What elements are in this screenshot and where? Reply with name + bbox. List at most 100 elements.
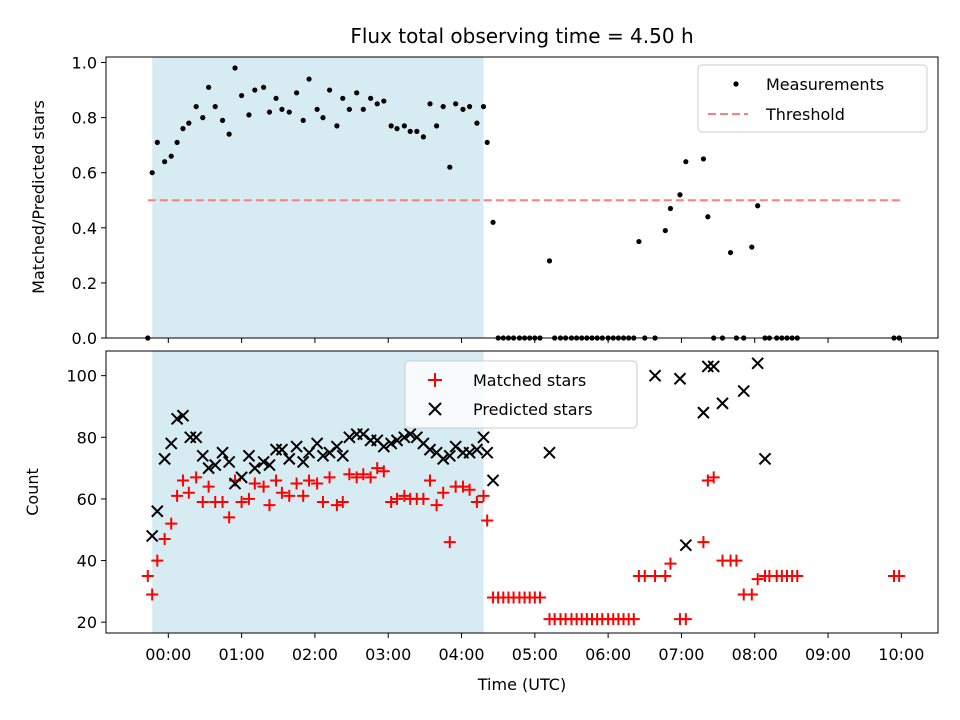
measurement-point xyxy=(662,227,668,234)
matched-star-point xyxy=(357,468,370,481)
x-tick-label: 02:00 xyxy=(292,645,338,664)
predicted-star-point xyxy=(235,471,248,484)
matched-star-point xyxy=(176,474,189,487)
top-legend: Measurements Threshold xyxy=(697,64,928,133)
predicted-star-point xyxy=(543,446,556,459)
matched-star-point xyxy=(664,557,677,570)
matched-star-point xyxy=(202,480,215,493)
top-y-axis-label: Matched/Predicted stars xyxy=(29,100,48,294)
measurement-point xyxy=(340,95,346,101)
matched-star-point xyxy=(343,468,356,481)
top-shaded-span xyxy=(152,57,484,338)
predicted-star-point xyxy=(701,360,715,373)
legend-threshold-label: Threshold xyxy=(765,105,845,124)
x-tick-label: 05:00 xyxy=(512,645,558,664)
predicted-star-point xyxy=(336,449,349,462)
x-tick-label: 04:00 xyxy=(438,645,484,664)
matched-star-point xyxy=(323,471,336,484)
predicted-star-point xyxy=(158,452,171,466)
legend-measurements-label: Measurements xyxy=(766,75,884,94)
predicted-star-point xyxy=(216,446,229,459)
predicted-star-point xyxy=(343,431,356,444)
matched-star-point xyxy=(477,489,490,502)
measurement-point xyxy=(186,120,192,126)
top-x-axis xyxy=(167,338,902,343)
x-tick-label: 00:00 xyxy=(145,645,191,664)
matched-star-point xyxy=(893,569,906,582)
measurement-point xyxy=(326,87,333,93)
predicted-star-point xyxy=(423,443,437,456)
bottom-y-tick-label: 40 xyxy=(77,552,97,571)
matched-star-point xyxy=(270,474,283,487)
matched-star-point xyxy=(730,554,743,567)
predicted-star-point xyxy=(443,449,457,462)
matched-star-point xyxy=(437,486,450,499)
measurement-point xyxy=(677,192,683,198)
matched-star-point xyxy=(151,554,164,567)
top-y-axis: 0.0 0.2 0.4 0.6 0.8 1.0 xyxy=(72,54,106,348)
measurement-point xyxy=(162,159,168,165)
measurement-point xyxy=(273,95,279,101)
x-tick-label: 10:00 xyxy=(878,645,924,664)
measurement-point xyxy=(346,106,352,112)
predicted-star-point xyxy=(242,449,256,462)
predicted-star-point xyxy=(151,505,164,518)
measurement-point xyxy=(440,103,446,110)
bottom-legend: Matched stars Predicted stars xyxy=(404,360,638,429)
bottom-y-tick-label: 80 xyxy=(77,428,97,447)
chart-title: Flux total observing time = 4.50 h xyxy=(350,24,693,48)
measurement-point xyxy=(490,219,496,225)
matched-star-point xyxy=(424,474,437,487)
measurement-point xyxy=(394,126,400,132)
top-y-tick-label: 0.0 xyxy=(72,329,97,348)
matched-star-point xyxy=(377,465,390,478)
bottom-panel: 20 40 60 80 100 00:00 01:00 02:00 03:00 04:00 05:… xyxy=(23,350,939,694)
bottom-y-tick-label: 60 xyxy=(77,490,97,509)
measurement-point xyxy=(700,156,707,162)
predicted-star-point xyxy=(184,431,197,444)
matched-star-point xyxy=(158,533,171,545)
measurement-point xyxy=(420,134,427,140)
x-tick-label: 01:00 xyxy=(219,645,265,664)
bottom-y-tick-label: 20 xyxy=(77,613,97,632)
top-y-tick-label: 0.6 xyxy=(72,164,97,183)
bottom-legend-frame xyxy=(404,360,638,429)
predicted-star-point xyxy=(716,397,729,410)
measurement-point xyxy=(334,123,340,129)
matched-star-point xyxy=(275,486,288,499)
predicted-star-point xyxy=(697,406,710,419)
measurement-point xyxy=(466,103,473,110)
matched-star-point xyxy=(311,477,324,490)
predicted-star-point xyxy=(758,452,772,466)
bottom-y-tick-label: 100 xyxy=(66,367,97,386)
predicted-star-point xyxy=(269,443,283,456)
measurement-point xyxy=(354,90,360,96)
measurement-point xyxy=(474,120,480,126)
measurement-point xyxy=(286,109,292,115)
measurement-point xyxy=(667,205,674,212)
measurement-point xyxy=(314,106,320,112)
predicted-star-point xyxy=(751,357,764,370)
measurement-point xyxy=(279,106,285,112)
predicted-star-point xyxy=(290,440,303,453)
matched-star-point xyxy=(182,486,195,499)
x-axis-label: Time (UTC) xyxy=(477,675,566,694)
measurement-point xyxy=(683,159,689,165)
measurement-point xyxy=(226,131,232,137)
matched-star-point xyxy=(417,492,430,505)
measurement-point xyxy=(180,126,186,132)
measurement-point xyxy=(154,139,160,146)
matched-star-point xyxy=(791,569,804,582)
matched-star-point xyxy=(196,496,209,509)
measurement-point xyxy=(414,128,420,134)
measurement-point xyxy=(374,101,380,107)
matched-stars-series xyxy=(141,462,906,626)
matched-star-point xyxy=(371,462,384,475)
predicted-star-point xyxy=(202,461,215,475)
measurement-point xyxy=(388,123,394,129)
x-tick-label: 08:00 xyxy=(732,645,778,664)
predicted-stars-series xyxy=(145,357,772,552)
x-tick-label: 09:00 xyxy=(805,645,851,664)
predicted-star-point xyxy=(384,437,398,450)
measurement-point xyxy=(200,115,206,121)
